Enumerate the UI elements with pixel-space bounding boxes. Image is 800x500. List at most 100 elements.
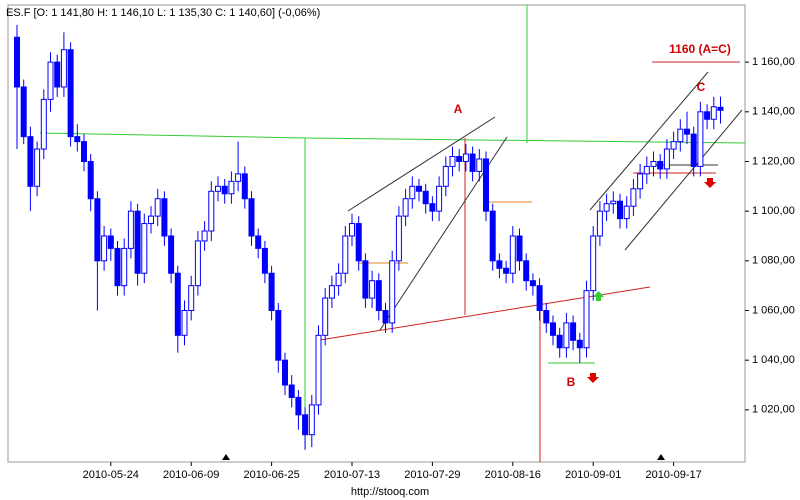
candle-body [241, 173, 248, 200]
candle-body [228, 180, 235, 195]
candle-body [168, 235, 175, 274]
candle-body [94, 198, 101, 262]
candle-body [154, 198, 161, 217]
x-tick-label: 2010-05-24 [83, 469, 139, 481]
candle-body [107, 235, 114, 249]
candle-body [174, 272, 181, 336]
candle-body [563, 322, 570, 349]
candle-body [302, 414, 309, 436]
candle-body [416, 185, 422, 192]
y-tick-label: 1 160,00 [752, 56, 795, 68]
candle-body [101, 235, 108, 262]
candle-body [255, 235, 262, 249]
candle-body [315, 334, 322, 406]
candle-body [670, 141, 677, 150]
candle-body [261, 247, 268, 274]
up-arrow [593, 291, 604, 301]
candle-body [275, 309, 282, 361]
annotation: 1160 (A=C) [669, 42, 731, 56]
candle-body [429, 203, 436, 212]
candle-body [34, 148, 41, 187]
candle-body [27, 136, 34, 187]
candle-body [503, 267, 510, 274]
candle-body [395, 215, 402, 262]
candle-body [322, 297, 329, 336]
candle-body [268, 272, 275, 311]
x-tick-label: 2010-09-01 [565, 469, 621, 481]
candle-body [483, 158, 489, 212]
candle-body [476, 158, 483, 172]
channel-line [589, 71, 709, 211]
y-tick-label: 1 040,00 [752, 354, 795, 366]
candle-body [81, 141, 87, 162]
y-tick-label: 1 060,00 [752, 304, 795, 316]
candle-body [576, 339, 583, 349]
candle-body [623, 205, 630, 220]
channel-line [347, 116, 496, 212]
y-tick-label: 1 140,00 [752, 106, 795, 118]
candle-body [570, 322, 577, 341]
candle-body [114, 247, 121, 287]
candle-body [690, 133, 697, 167]
y-tick-label: 1 020,00 [752, 404, 795, 416]
candle-body [583, 290, 590, 349]
candle-body [248, 198, 255, 237]
candle-body [342, 235, 349, 274]
candle-body [221, 185, 228, 195]
candle-body [134, 210, 141, 274]
candle-body [536, 285, 543, 311]
down-arrow [587, 373, 599, 383]
x-tick-label: 2010-06-25 [243, 469, 299, 481]
candle-body [523, 260, 530, 282]
candle-body [657, 160, 664, 170]
candle-body [349, 223, 355, 237]
candle-body [208, 190, 215, 232]
candle-body [610, 200, 617, 205]
candle-body [650, 160, 657, 167]
candle-body [697, 111, 704, 167]
x-tick-label: 2010-08-16 [485, 469, 541, 481]
y-tick-label: 1 100,00 [752, 205, 795, 217]
candle-body [148, 215, 154, 225]
candle-body [355, 223, 362, 262]
candle-body [295, 396, 302, 416]
candle-body [201, 230, 208, 242]
candle-body [121, 247, 128, 287]
candle-body [308, 404, 315, 436]
x-tick-label: 2010-09-17 [645, 469, 701, 481]
candle-body [590, 235, 597, 292]
candle-body [409, 185, 416, 200]
candle-body [87, 160, 94, 200]
source-label: http://stooq.com [351, 486, 429, 498]
chart-title: ES.F [O: 1 141,80 H: 1 146,10 L: 1 135,3… [6, 7, 320, 19]
candle-body [543, 309, 550, 324]
candle-body [456, 156, 463, 162]
annotation: A [454, 102, 463, 116]
x-tick-label: 2010-07-29 [404, 469, 460, 481]
candle-body [550, 322, 556, 336]
candle-body [442, 165, 449, 187]
candle-body [215, 185, 221, 192]
candle-body [449, 156, 456, 167]
candle-body [516, 235, 523, 262]
drawings [39, 5, 746, 462]
candle-body [630, 188, 637, 207]
x-tick-label: 2010-07-13 [324, 469, 380, 481]
marker [657, 454, 665, 460]
candle-body [188, 285, 195, 311]
down-arrow [704, 178, 716, 188]
candle-body [717, 106, 724, 111]
candle-body [462, 153, 469, 162]
candle-body [556, 334, 563, 349]
y-tick-label: 1 080,00 [752, 255, 795, 267]
x-tick-label: 2010-06-09 [163, 469, 219, 481]
candle-body [496, 260, 503, 269]
candle-body [60, 49, 67, 88]
channel-line [624, 109, 743, 251]
candle-body [335, 272, 342, 287]
candle-body [328, 285, 335, 299]
candle-body [422, 190, 429, 205]
candle-body [704, 111, 711, 120]
candle-body [20, 86, 27, 138]
candle-body [194, 240, 201, 287]
